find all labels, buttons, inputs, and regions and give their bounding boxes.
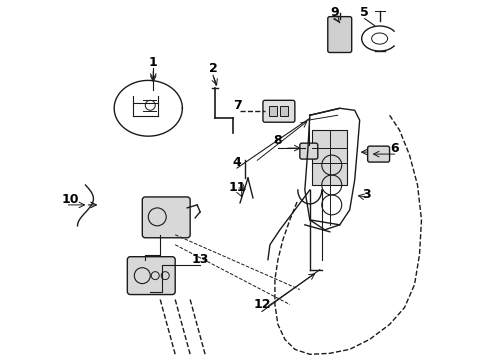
- FancyBboxPatch shape: [127, 257, 175, 294]
- Text: 6: 6: [390, 141, 399, 155]
- Text: 9: 9: [330, 6, 339, 19]
- Bar: [280, 106, 288, 116]
- Text: 11: 11: [228, 181, 246, 194]
- Text: 7: 7: [233, 99, 242, 112]
- Text: 5: 5: [360, 6, 369, 19]
- Text: 10: 10: [62, 193, 79, 206]
- FancyBboxPatch shape: [368, 146, 390, 162]
- Text: 12: 12: [253, 298, 270, 311]
- Text: 2: 2: [209, 62, 218, 75]
- Text: 13: 13: [192, 253, 209, 266]
- Text: 8: 8: [273, 134, 282, 147]
- Bar: [269, 106, 277, 116]
- FancyBboxPatch shape: [142, 197, 190, 238]
- Text: 1: 1: [149, 56, 158, 69]
- Text: 4: 4: [233, 156, 242, 168]
- FancyBboxPatch shape: [300, 143, 318, 159]
- Text: 3: 3: [362, 188, 371, 202]
- Bar: [312, 130, 347, 185]
- FancyBboxPatch shape: [263, 100, 295, 122]
- FancyBboxPatch shape: [328, 17, 352, 53]
